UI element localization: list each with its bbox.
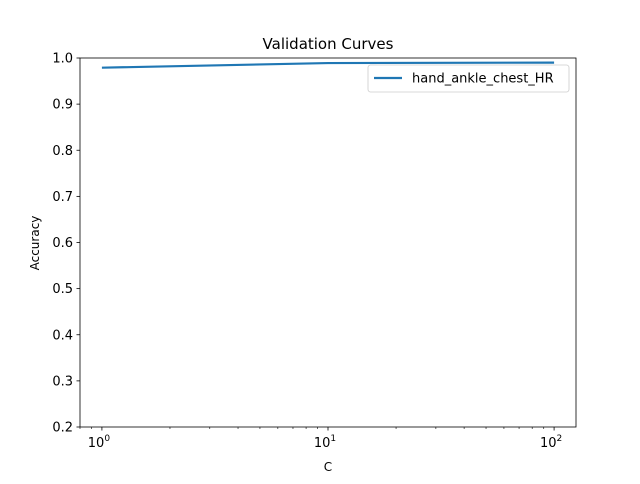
y-tick-label: 0.8 [52, 144, 73, 159]
y-tick-label: 0.7 [52, 190, 73, 205]
series-line [101, 61, 555, 69]
x-tick-base: 10 [540, 436, 557, 451]
x-tick-exponent: 2 [556, 434, 562, 444]
x-tick-exponent: 1 [330, 434, 336, 444]
legend-box [367, 64, 570, 93]
legend: hand_ankle_chest_HR [367, 64, 570, 93]
y-tick-label: 0.9 [52, 98, 73, 113]
x-tick-base: 10 [88, 436, 105, 451]
y-tick-label: 0.2 [52, 421, 73, 436]
y-tick-label: 0.4 [52, 328, 73, 343]
x-tick-label: 100 [88, 434, 111, 451]
y-tick-label: 0.3 [52, 374, 73, 389]
x-axis-label: C [324, 460, 332, 474]
x-tick-label: 102 [540, 434, 562, 451]
y-tick-label: 0.6 [52, 236, 73, 251]
x-tick-exponent: 0 [104, 434, 110, 444]
x-tick-base: 10 [314, 436, 331, 451]
plot-frame [79, 57, 577, 428]
y-tick-label: 1.0 [52, 52, 73, 67]
y-tick-label: 0.5 [52, 282, 73, 297]
x-tick-label: 101 [314, 434, 336, 451]
legend-label: hand_ankle_chest_HR [412, 72, 554, 87]
y-axis-label: Accuracy [28, 216, 42, 271]
chart-title: Validation Curves [263, 35, 394, 53]
